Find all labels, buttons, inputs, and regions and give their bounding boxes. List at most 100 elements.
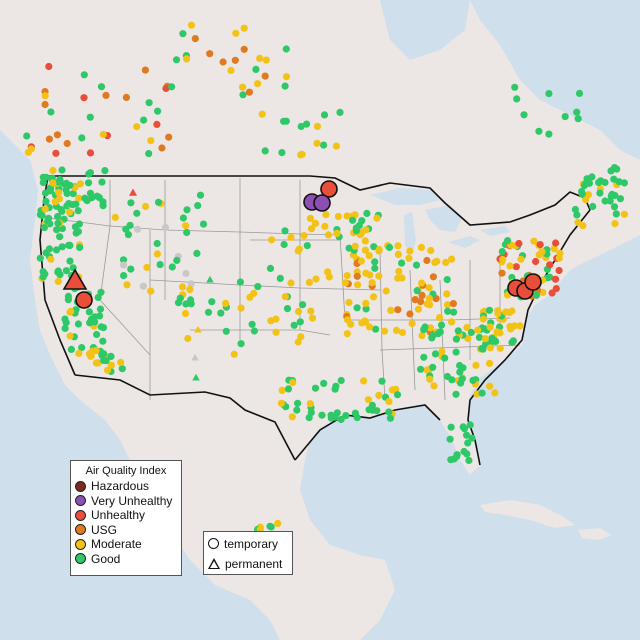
site-marker-large[interactable] bbox=[75, 291, 93, 309]
site-marker[interactable] bbox=[69, 190, 77, 198]
site-marker[interactable] bbox=[111, 213, 119, 221]
site-marker[interactable] bbox=[67, 307, 75, 315]
site-marker[interactable] bbox=[491, 389, 499, 397]
site-marker[interactable] bbox=[307, 307, 315, 315]
site-marker[interactable] bbox=[478, 389, 486, 397]
site-marker[interactable] bbox=[479, 315, 487, 323]
site-marker[interactable] bbox=[230, 350, 238, 358]
site-marker[interactable] bbox=[41, 100, 49, 109]
site-marker[interactable] bbox=[85, 308, 93, 316]
site-marker[interactable] bbox=[250, 289, 258, 297]
site-marker[interactable] bbox=[236, 278, 244, 286]
site-marker[interactable] bbox=[352, 227, 360, 235]
site-marker[interactable] bbox=[56, 233, 64, 241]
site-marker[interactable] bbox=[74, 228, 82, 236]
site-marker[interactable] bbox=[573, 108, 581, 116]
site-marker[interactable] bbox=[276, 274, 284, 282]
site-marker[interactable] bbox=[107, 352, 115, 360]
site-marker[interactable] bbox=[535, 127, 543, 135]
site-marker[interactable] bbox=[353, 304, 361, 312]
site-marker[interactable] bbox=[61, 315, 69, 323]
site-marker[interactable] bbox=[54, 219, 62, 227]
site-marker[interactable] bbox=[61, 324, 69, 332]
site-marker[interactable] bbox=[99, 130, 107, 139]
site-marker[interactable] bbox=[320, 111, 329, 119]
site-marker[interactable] bbox=[127, 265, 135, 273]
site-marker[interactable] bbox=[502, 308, 510, 316]
site-marker[interactable] bbox=[452, 335, 460, 343]
site-marker[interactable] bbox=[327, 414, 335, 422]
site-marker[interactable] bbox=[472, 361, 480, 369]
site-marker-large[interactable] bbox=[320, 180, 338, 198]
site-marker[interactable] bbox=[142, 202, 150, 211]
site-marker[interactable] bbox=[103, 366, 112, 374]
site-marker[interactable] bbox=[459, 423, 467, 431]
site-marker[interactable] bbox=[42, 173, 50, 181]
site-marker[interactable] bbox=[182, 269, 190, 278]
site-marker[interactable] bbox=[52, 149, 60, 157]
site-marker[interactable] bbox=[58, 243, 66, 251]
site-marker[interactable] bbox=[57, 206, 65, 214]
site-marker[interactable] bbox=[282, 73, 291, 81]
site-marker[interactable] bbox=[80, 94, 88, 102]
site-marker[interactable] bbox=[433, 257, 441, 265]
site-marker[interactable] bbox=[239, 91, 247, 99]
site-marker[interactable] bbox=[182, 222, 190, 230]
site-marker[interactable] bbox=[551, 275, 560, 283]
site-marker[interactable] bbox=[612, 210, 620, 218]
site-marker[interactable] bbox=[45, 214, 53, 222]
site-marker[interactable] bbox=[261, 147, 269, 155]
site-marker[interactable] bbox=[481, 335, 489, 343]
site-marker[interactable] bbox=[86, 149, 95, 157]
site-marker[interactable] bbox=[42, 249, 50, 257]
site-marker[interactable] bbox=[120, 261, 128, 269]
site-marker[interactable] bbox=[486, 359, 494, 367]
site-marker[interactable] bbox=[232, 29, 240, 37]
site-marker[interactable] bbox=[504, 237, 512, 245]
site-marker[interactable] bbox=[161, 223, 170, 232]
site-marker[interactable] bbox=[65, 200, 73, 208]
site-marker[interactable] bbox=[552, 285, 560, 293]
site-marker[interactable] bbox=[342, 412, 350, 420]
site-marker[interactable] bbox=[55, 195, 64, 203]
site-marker[interactable] bbox=[362, 226, 370, 234]
site-marker[interactable] bbox=[294, 399, 302, 407]
site-marker[interactable] bbox=[382, 287, 390, 295]
site-marker[interactable] bbox=[307, 225, 316, 233]
site-marker[interactable] bbox=[193, 249, 201, 257]
site-marker[interactable] bbox=[97, 288, 105, 296]
site-marker[interactable] bbox=[41, 270, 49, 278]
site-marker[interactable] bbox=[143, 263, 151, 271]
site-marker[interactable] bbox=[183, 206, 191, 214]
site-marker[interactable] bbox=[485, 306, 494, 314]
site-marker[interactable] bbox=[418, 279, 426, 287]
site-marker[interactable] bbox=[183, 55, 191, 63]
site-marker[interactable] bbox=[532, 257, 540, 266]
site-marker[interactable] bbox=[248, 320, 256, 328]
site-marker[interactable] bbox=[278, 386, 286, 394]
site-marker[interactable] bbox=[47, 108, 55, 116]
site-marker[interactable] bbox=[431, 350, 440, 358]
site-marker[interactable] bbox=[239, 83, 247, 91]
monitoring-sites[interactable] bbox=[23, 21, 629, 534]
site-marker[interactable] bbox=[516, 322, 524, 330]
site-marker[interactable] bbox=[182, 300, 190, 308]
site-marker[interactable] bbox=[412, 261, 421, 269]
site-marker[interactable] bbox=[463, 450, 471, 458]
site-marker[interactable] bbox=[40, 224, 49, 232]
site-marker[interactable] bbox=[86, 169, 94, 177]
site-marker[interactable] bbox=[52, 246, 61, 254]
site-marker[interactable] bbox=[345, 298, 353, 307]
site-marker[interactable] bbox=[436, 314, 444, 322]
site-marker[interactable] bbox=[380, 327, 389, 335]
site-marker[interactable] bbox=[515, 239, 523, 248]
site-marker[interactable] bbox=[596, 189, 604, 197]
site-marker[interactable] bbox=[55, 189, 63, 197]
site-marker[interactable] bbox=[84, 179, 93, 187]
site-marker[interactable] bbox=[398, 328, 407, 337]
site-marker[interactable] bbox=[620, 210, 629, 218]
site-marker[interactable] bbox=[245, 88, 253, 96]
site-marker[interactable] bbox=[47, 255, 55, 263]
site-marker[interactable] bbox=[427, 246, 435, 255]
site-marker[interactable] bbox=[258, 110, 266, 118]
